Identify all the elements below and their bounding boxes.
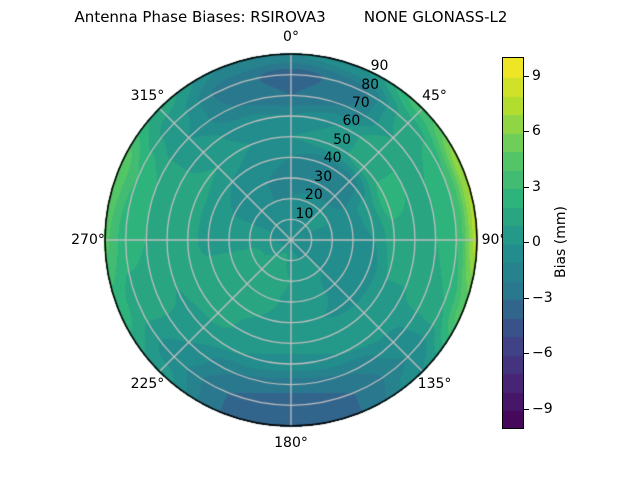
radial-tick-label: 20 — [304, 187, 323, 204]
radial-tick-label: 30 — [314, 168, 333, 185]
angular-tick-label: 135° — [417, 375, 452, 392]
angular-tick-label: 315° — [130, 88, 165, 105]
radial-tick-label: 40 — [323, 150, 342, 167]
colorbar-tick-mark — [524, 131, 529, 133]
colorbar-tick-mark — [524, 75, 529, 77]
colorbar-tick-label: −9 — [532, 400, 553, 417]
colorbar-tick-mark — [524, 408, 529, 410]
polar-heatmap — [101, 50, 481, 430]
angular-tick-label: 225° — [130, 375, 165, 392]
angular-tick-label: 45° — [422, 88, 447, 105]
colorbar — [502, 57, 524, 429]
colorbar-tick-mark — [524, 186, 529, 188]
radial-tick-label: 90 — [370, 58, 389, 75]
radial-tick-label: 70 — [351, 95, 370, 112]
angular-tick-label: 180° — [274, 435, 308, 451]
chart-title: Antenna Phase Biases: RSIROVA3 NONE GLON… — [74, 8, 508, 26]
colorbar-tick-label: 6 — [532, 123, 541, 139]
radial-tick-label: 60 — [342, 113, 361, 130]
angular-tick-label: 90° — [481, 232, 507, 248]
radial-tick-label: 10 — [295, 205, 314, 222]
radial-tick-label: 80 — [361, 76, 380, 93]
radial-tick-label: 50 — [333, 131, 351, 148]
colorbar-tick-label: 0 — [532, 234, 541, 250]
colorbar-tick-label: 3 — [532, 178, 541, 195]
colorbar-tick-mark — [524, 242, 529, 244]
colorbar-tick-label: −6 — [532, 345, 553, 361]
colorbar-tick-mark — [524, 297, 529, 299]
colorbar-tick-mark — [524, 353, 529, 355]
colorbar-axis-label: Bias (mm) — [553, 205, 569, 279]
angular-tick-label: 270° — [71, 232, 105, 248]
angular-tick-label: 0° — [283, 29, 299, 45]
colorbar-tick-label: −3 — [532, 289, 553, 306]
colorbar-tick-label: 9 — [532, 67, 541, 84]
